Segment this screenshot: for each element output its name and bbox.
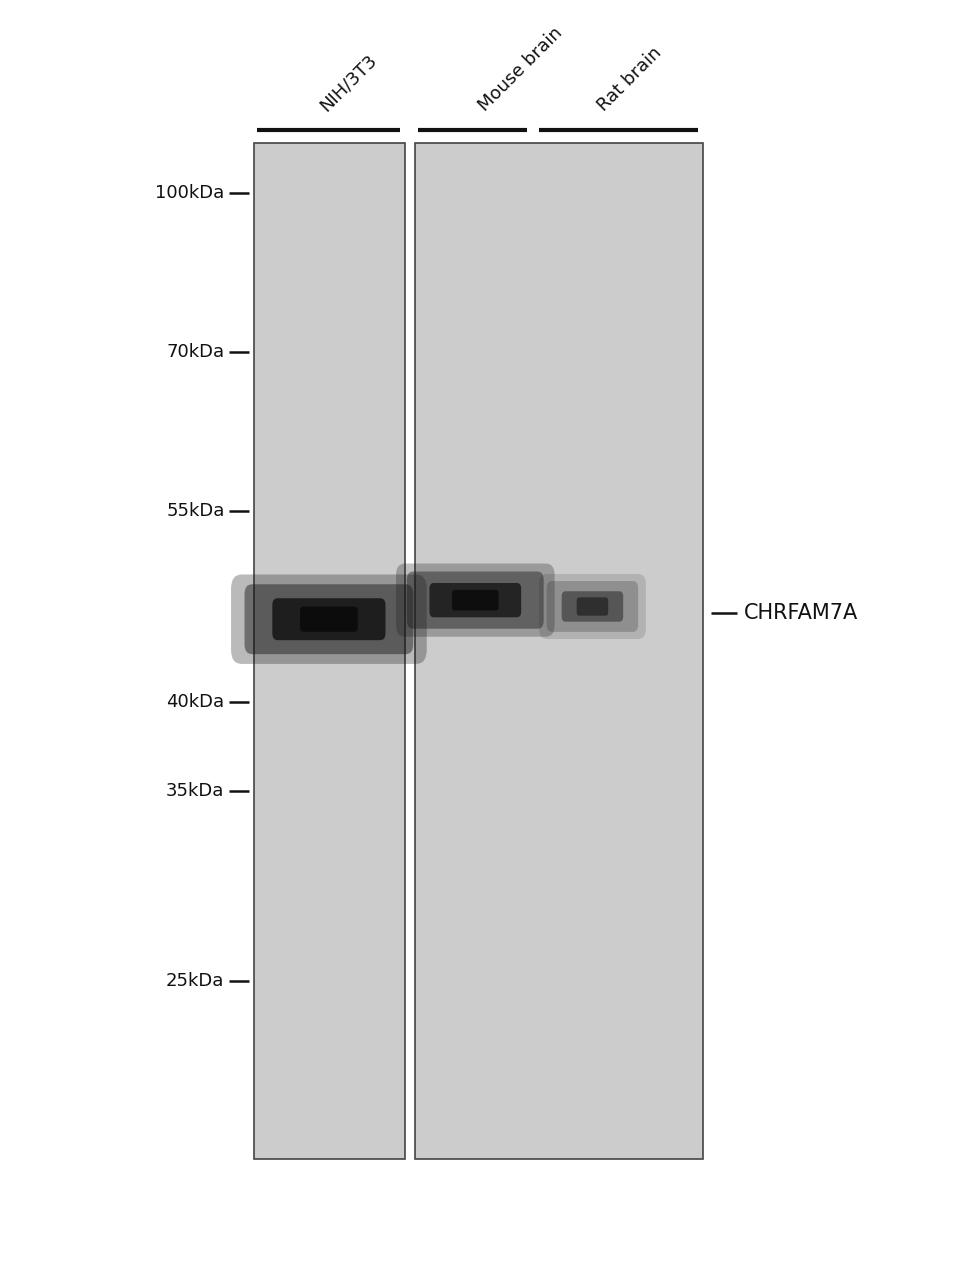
FancyBboxPatch shape (396, 563, 554, 636)
FancyBboxPatch shape (539, 573, 646, 639)
FancyBboxPatch shape (429, 582, 521, 617)
FancyBboxPatch shape (231, 575, 427, 664)
FancyBboxPatch shape (562, 591, 624, 622)
Text: 25kDa: 25kDa (166, 973, 224, 991)
Text: 100kDa: 100kDa (155, 184, 224, 202)
FancyBboxPatch shape (452, 590, 499, 611)
Text: Mouse brain: Mouse brain (475, 23, 566, 115)
Text: NIH/3T3: NIH/3T3 (316, 51, 381, 115)
FancyBboxPatch shape (272, 598, 386, 640)
Text: 40kDa: 40kDa (166, 692, 224, 710)
Text: CHRFAM7A: CHRFAM7A (744, 603, 858, 623)
Text: Rat brain: Rat brain (594, 44, 666, 115)
Text: 70kDa: 70kDa (166, 343, 224, 361)
FancyBboxPatch shape (245, 584, 413, 654)
FancyBboxPatch shape (415, 142, 703, 1160)
FancyBboxPatch shape (254, 142, 405, 1160)
FancyBboxPatch shape (407, 572, 544, 628)
Text: 55kDa: 55kDa (166, 502, 224, 520)
FancyBboxPatch shape (577, 598, 608, 616)
FancyBboxPatch shape (300, 607, 358, 632)
Text: 35kDa: 35kDa (166, 782, 224, 800)
FancyBboxPatch shape (547, 581, 638, 632)
